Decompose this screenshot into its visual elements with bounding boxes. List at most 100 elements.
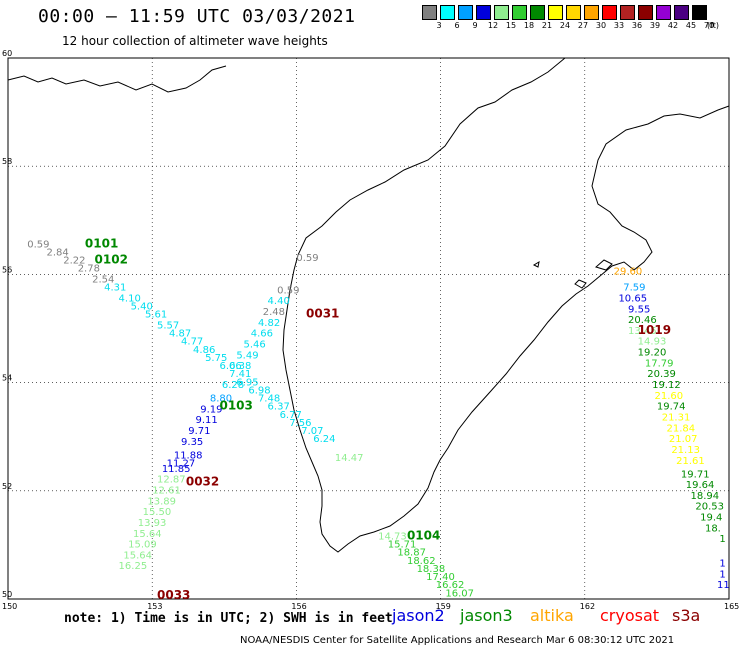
wave-height-value: 15.50 bbox=[143, 507, 172, 518]
page-title: 00:00 – 11:59 UTC 03/03/2021 bbox=[38, 6, 356, 27]
wave-height-value: 21.61 bbox=[676, 456, 705, 467]
colorbar-swatch bbox=[620, 5, 635, 20]
wave-height-value: 6.77 bbox=[280, 410, 302, 421]
wave-height-value: 6.06 bbox=[219, 361, 241, 372]
colorbar-label: 39 bbox=[649, 21, 661, 30]
wave-height-value: 5.40 bbox=[131, 302, 153, 313]
colorbar-swatch bbox=[494, 5, 509, 20]
wave-height-value: 6.98 bbox=[248, 385, 270, 396]
wave-height-value: 4.10 bbox=[119, 293, 141, 304]
x-tick-label: 150 bbox=[2, 602, 17, 611]
wave-height-value: 11.88 bbox=[174, 450, 203, 461]
wave-height-value: 9.55 bbox=[628, 304, 650, 315]
wave-height-value: 2.54 bbox=[92, 275, 114, 286]
colorbar-label: 70 bbox=[703, 21, 715, 30]
wave-height-value: 11.85 bbox=[162, 464, 191, 475]
colorbar-label: 33 bbox=[613, 21, 625, 30]
wave-height-value: 18. bbox=[705, 523, 721, 534]
wave-height-value: 17.79 bbox=[645, 358, 674, 369]
credit-line: NOAA/NESDIS Center for Satellite Applica… bbox=[240, 635, 675, 646]
wave-height-value: 7.59 bbox=[623, 283, 645, 294]
pass-time-label: 0032 bbox=[186, 474, 219, 488]
kamchatka-coast bbox=[282, 57, 730, 553]
wave-height-value: 7.07 bbox=[301, 426, 323, 437]
wave-height-value: 14.73 bbox=[378, 531, 407, 542]
wave-height-value: 11.27 bbox=[167, 458, 196, 469]
wave-height-value: 17.40 bbox=[426, 572, 455, 583]
colorbar-swatch bbox=[602, 5, 617, 20]
wave-height-value: 2.48 bbox=[263, 307, 285, 318]
colorbar-swatch bbox=[458, 5, 473, 20]
wave-height-value: 29.60 bbox=[614, 266, 643, 277]
wave-height-value: 4.31 bbox=[104, 283, 126, 294]
okhotsk-north-coast bbox=[7, 65, 227, 93]
wave-height-value: 18.94 bbox=[691, 491, 720, 502]
wave-height-value: 19.20 bbox=[638, 348, 667, 359]
wave-height-value: 16.62 bbox=[436, 580, 465, 591]
wave-height-value: 7.48 bbox=[258, 394, 280, 405]
wave-height-value: 11 bbox=[717, 580, 730, 591]
wave-height-value: 2.78 bbox=[78, 264, 100, 275]
wave-height-value: 21.07 bbox=[669, 434, 698, 445]
wave-height-value: 5.46 bbox=[244, 339, 266, 350]
wave-height-value: 0.59 bbox=[296, 253, 318, 264]
wave-height-value: 9.19 bbox=[200, 404, 222, 415]
colorbar-label: 6 bbox=[454, 21, 460, 30]
wave-height-value: 21.13 bbox=[671, 445, 700, 456]
wave-height-value: 21.60 bbox=[654, 391, 683, 402]
wave-height-value: 15.64 bbox=[133, 529, 162, 540]
colorbar-label: 15 bbox=[505, 21, 517, 30]
colorbar-label: 9 bbox=[472, 21, 478, 30]
pass-time-label: 0104 bbox=[407, 528, 440, 542]
wave-height-values: 0.592.842.222.782.544.314.105.405.615.57… bbox=[27, 239, 729, 599]
wave-height-value: 15.71 bbox=[388, 540, 417, 551]
y-tick-label: 54 bbox=[2, 374, 12, 383]
colorbar-label: 21 bbox=[541, 21, 553, 30]
small-island-b bbox=[574, 279, 587, 289]
wave-height-value: 6.28 bbox=[222, 380, 244, 391]
colorbar-legend: (ft) 3 6 9 12 15 18 21 24 27 30 33 36 39 42 45 70 bbox=[422, 4, 730, 36]
coastlines bbox=[7, 57, 730, 553]
wave-height-value: 9.71 bbox=[188, 426, 210, 437]
wave-height-value: 15.09 bbox=[128, 540, 157, 551]
wave-height-value: 15.64 bbox=[123, 550, 152, 561]
legend-jason3: jason3 bbox=[460, 606, 513, 625]
colorbar-swatch bbox=[512, 5, 527, 20]
wave-height-value: 6.38 bbox=[229, 361, 251, 372]
wave-height-value: 13.45 bbox=[628, 326, 657, 337]
colorbar-swatch bbox=[566, 5, 581, 20]
pass-time-label: 1019 bbox=[638, 323, 671, 337]
wave-height-value: 2.22 bbox=[63, 256, 85, 267]
wave-height-value: 6.24 bbox=[313, 434, 335, 445]
wave-height-value: 20.53 bbox=[695, 502, 724, 513]
small-island-a bbox=[594, 259, 613, 271]
wave-height-value: 19.64 bbox=[686, 480, 715, 491]
wave-height-value: 19.74 bbox=[657, 402, 686, 413]
wave-height-value: 12.61 bbox=[152, 486, 181, 497]
colorbar-label: 42 bbox=[667, 21, 679, 30]
wave-height-value: 13.89 bbox=[147, 496, 176, 507]
wave-height-value: 4.77 bbox=[181, 337, 203, 348]
wave-height-value: 9.11 bbox=[195, 415, 217, 426]
y-tick-label: 60 bbox=[2, 49, 12, 58]
x-tick-label: 156 bbox=[291, 602, 306, 611]
wave-height-value: 4.40 bbox=[268, 296, 290, 307]
colorbar-unit: (ft) bbox=[707, 21, 720, 30]
legend-cryosat: cryosat bbox=[600, 606, 660, 625]
wave-height-value: 5.75 bbox=[205, 353, 227, 364]
x-tick-label: 165 bbox=[724, 602, 739, 611]
pass-time-label: 0033 bbox=[157, 588, 190, 602]
y-tick-label: 50 bbox=[2, 590, 12, 599]
wave-height-value: 6.95 bbox=[236, 377, 258, 388]
wave-height-value: 19.71 bbox=[681, 469, 710, 480]
wave-height-value: 4.86 bbox=[193, 345, 215, 356]
wave-height-value: 20.39 bbox=[647, 369, 676, 380]
x-tick-label: 153 bbox=[147, 602, 162, 611]
legend-jason2: jason2 bbox=[392, 606, 445, 625]
wave-height-value: 5.49 bbox=[236, 350, 258, 361]
wave-height-value: 14.93 bbox=[638, 337, 667, 348]
colorbar-swatch bbox=[656, 5, 671, 20]
colorbar-swatch bbox=[548, 5, 563, 20]
wave-height-value: 18.38 bbox=[417, 564, 446, 575]
